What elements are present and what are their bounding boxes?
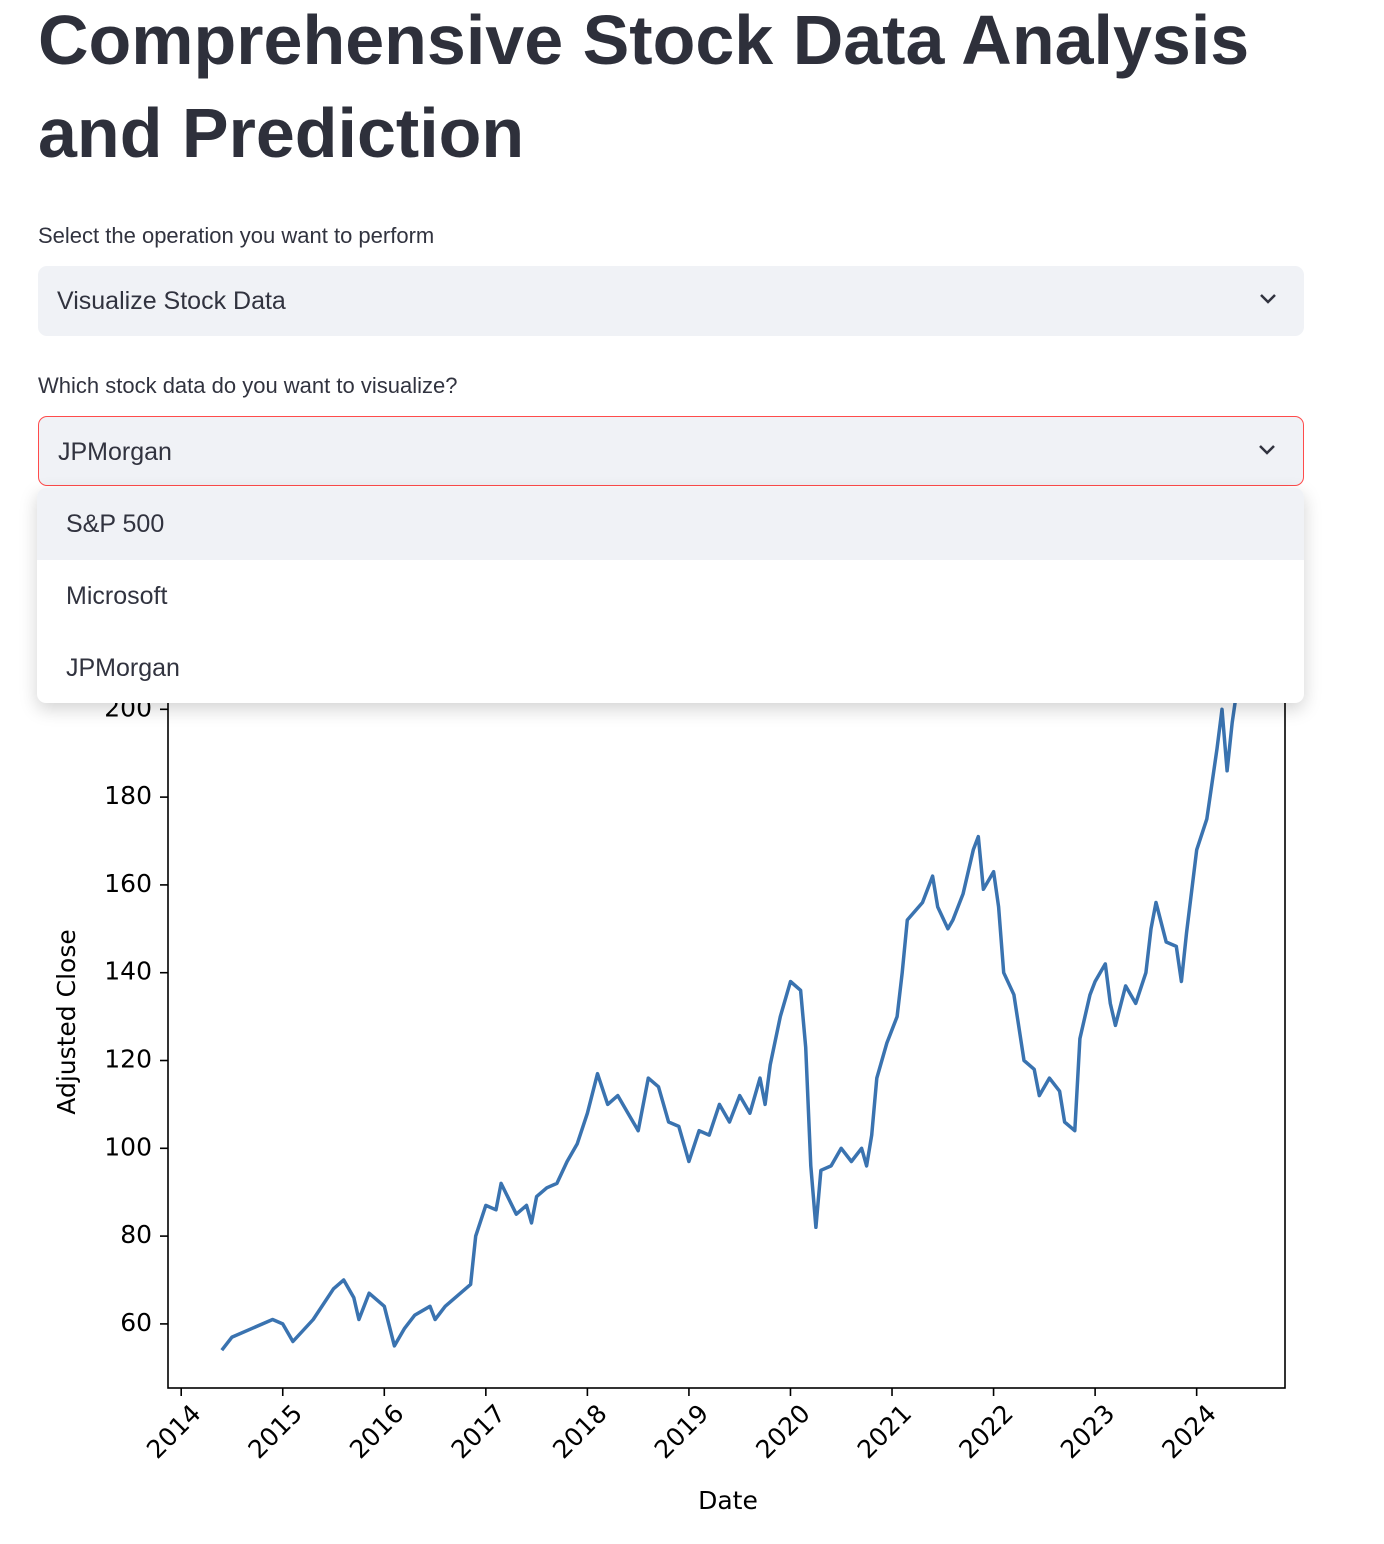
y-tick-label: 160 bbox=[104, 869, 152, 898]
operation-label: Select the operation you want to perform bbox=[38, 223, 435, 248]
operation-select[interactable]: Visualize Stock Data bbox=[38, 266, 1304, 336]
x-tick-label: 2021 bbox=[852, 1399, 917, 1464]
x-tick-label: 2015 bbox=[243, 1399, 308, 1464]
y-tick-label: 100 bbox=[104, 1132, 152, 1161]
stock-option[interactable]: S&P 500 bbox=[37, 488, 1304, 560]
x-tick-label: 2024 bbox=[1156, 1399, 1221, 1464]
x-axis-label: Date bbox=[698, 1486, 758, 1515]
stock-select[interactable]: JPMorgan bbox=[38, 416, 1304, 486]
x-tick-label: 2017 bbox=[446, 1399, 511, 1464]
y-tick-label: 140 bbox=[104, 957, 152, 986]
chevron-icon bbox=[1260, 294, 1276, 304]
stock-option[interactable]: JPMorgan bbox=[66, 654, 180, 682]
x-tick-label: 2016 bbox=[344, 1399, 409, 1464]
x-tick-label: 2019 bbox=[649, 1399, 714, 1464]
x-tick-label: 2014 bbox=[141, 1399, 206, 1464]
price-line bbox=[220, 687, 1240, 1352]
x-tick-label: 2022 bbox=[953, 1399, 1018, 1464]
x-tick-label: 2018 bbox=[547, 1399, 612, 1464]
y-axis-label: Adjusted Close bbox=[52, 929, 81, 1114]
x-tick-label: 2020 bbox=[750, 1399, 815, 1464]
y-tick-label: 120 bbox=[104, 1045, 152, 1074]
chevron-icon bbox=[1259, 445, 1275, 455]
page-title: Comprehensive Stock Data Analysis and Pr… bbox=[38, 1, 1250, 172]
stock-label: Which stock data do you want to visualiz… bbox=[38, 373, 458, 398]
operation-value: Visualize Stock Data bbox=[57, 287, 286, 315]
stock-options-menu: S&P 500 Microsoft JPMorgan bbox=[37, 488, 1304, 703]
y-tick-label: 60 bbox=[120, 1308, 152, 1337]
stock-option[interactable]: Microsoft bbox=[66, 582, 168, 610]
x-tick-label: 2023 bbox=[1055, 1399, 1120, 1464]
y-tick-label: 180 bbox=[104, 781, 152, 810]
y-tick-label: 80 bbox=[120, 1220, 152, 1249]
stock-value: JPMorgan bbox=[58, 438, 172, 466]
